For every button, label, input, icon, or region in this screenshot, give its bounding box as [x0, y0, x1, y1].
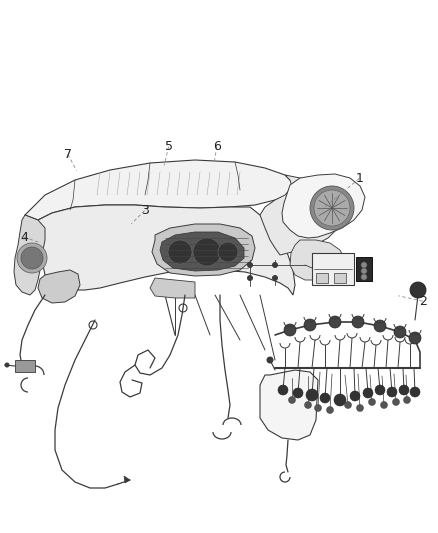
Polygon shape	[160, 232, 244, 271]
Circle shape	[387, 387, 397, 397]
Circle shape	[247, 275, 253, 281]
Circle shape	[293, 388, 303, 398]
Circle shape	[278, 385, 288, 395]
Circle shape	[392, 399, 399, 406]
Circle shape	[381, 401, 388, 408]
Circle shape	[17, 243, 47, 273]
Circle shape	[399, 385, 409, 395]
Text: 4: 4	[20, 231, 28, 244]
Circle shape	[361, 262, 367, 268]
Circle shape	[363, 388, 373, 398]
Circle shape	[350, 391, 360, 401]
Circle shape	[374, 320, 386, 332]
Bar	[15, 360, 35, 372]
Circle shape	[375, 385, 385, 395]
Polygon shape	[14, 215, 45, 295]
Circle shape	[410, 282, 426, 298]
Circle shape	[4, 362, 10, 367]
Polygon shape	[124, 476, 130, 483]
Circle shape	[272, 262, 278, 268]
Circle shape	[329, 316, 341, 328]
Polygon shape	[290, 240, 345, 280]
Circle shape	[394, 326, 406, 338]
Circle shape	[410, 387, 420, 397]
Circle shape	[361, 274, 367, 280]
Polygon shape	[38, 270, 80, 303]
Text: 6: 6	[213, 140, 221, 153]
Polygon shape	[152, 224, 255, 276]
Circle shape	[314, 190, 350, 226]
Circle shape	[168, 240, 192, 264]
Polygon shape	[282, 174, 365, 238]
Circle shape	[266, 357, 273, 364]
Circle shape	[403, 397, 410, 403]
Text: 5: 5	[165, 140, 173, 153]
Circle shape	[368, 399, 375, 406]
Polygon shape	[260, 370, 318, 440]
Bar	[356, 257, 372, 281]
Circle shape	[409, 332, 421, 344]
Text: 7: 7	[64, 148, 72, 161]
Circle shape	[289, 397, 296, 403]
Circle shape	[334, 394, 346, 406]
Circle shape	[310, 186, 354, 230]
Circle shape	[304, 401, 311, 408]
Circle shape	[304, 319, 316, 331]
Polygon shape	[260, 175, 345, 255]
Circle shape	[21, 247, 43, 269]
Polygon shape	[25, 205, 295, 295]
Circle shape	[272, 275, 278, 281]
Circle shape	[345, 401, 352, 408]
Circle shape	[320, 393, 330, 403]
Polygon shape	[25, 160, 295, 225]
Text: 1: 1	[355, 172, 363, 185]
Circle shape	[306, 389, 318, 401]
Text: 3: 3	[141, 204, 148, 217]
Circle shape	[326, 407, 333, 414]
Circle shape	[361, 268, 367, 274]
Circle shape	[193, 238, 221, 266]
Polygon shape	[150, 278, 195, 298]
Circle shape	[352, 316, 364, 328]
Text: 2: 2	[419, 295, 427, 308]
Circle shape	[218, 242, 238, 262]
Circle shape	[284, 324, 296, 336]
Bar	[334, 273, 346, 283]
Circle shape	[314, 405, 321, 411]
Circle shape	[247, 262, 253, 268]
Bar	[312, 253, 354, 285]
Circle shape	[357, 405, 364, 411]
Bar	[316, 273, 328, 283]
